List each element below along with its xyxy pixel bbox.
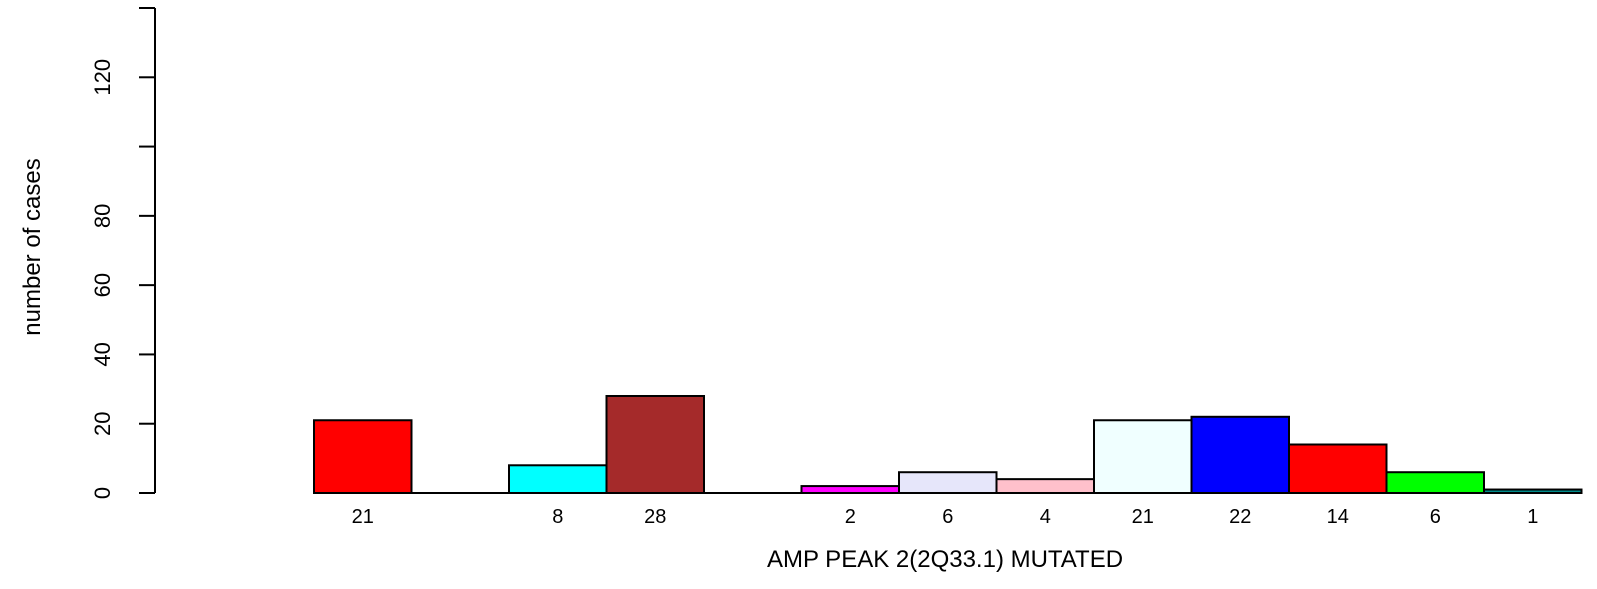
bar [898, 471, 998, 495]
bar-count-label: 8 [552, 506, 563, 528]
bar-count-label: 21 [352, 506, 374, 528]
bar-count-label: 1 [1527, 506, 1538, 528]
bar [1385, 471, 1485, 495]
y-tick-label: 0 [90, 487, 115, 499]
bar-count-label: 6 [942, 506, 953, 528]
bar [995, 478, 1095, 494]
bar-count-label: 6 [1430, 506, 1441, 528]
count-labels: 21 8 28 2 6 4 21 22 14 6 1 [352, 506, 1539, 528]
bar-count-label: 28 [644, 506, 666, 528]
bar [1093, 419, 1193, 494]
bar-count-label: 14 [1327, 506, 1349, 528]
y-tick-label: 80 [90, 204, 115, 228]
bar-count-label: 21 [1132, 506, 1154, 528]
bar [313, 419, 413, 494]
bar [605, 395, 705, 494]
bar [508, 464, 608, 494]
bar-count-label: 22 [1229, 506, 1251, 528]
y-tick-label: 40 [90, 342, 115, 366]
bar [1190, 415, 1290, 494]
y-tick-label: 120 [90, 59, 115, 96]
bar-count-label: 2 [845, 506, 856, 528]
y-tick-label: 20 [90, 411, 115, 435]
bar [1483, 488, 1583, 494]
x-axis-title: AMP PEAK 2(2Q33.1) MUTATED [767, 546, 1123, 573]
bar [800, 485, 900, 495]
bar [1288, 443, 1388, 494]
y-axis-title: number of cases [19, 158, 46, 335]
y-axis: 0 20 40 60 80 120 [90, 7, 156, 499]
bars [313, 395, 1583, 495]
bar-count-label: 4 [1040, 506, 1051, 528]
y-tick-label: 60 [90, 273, 115, 297]
